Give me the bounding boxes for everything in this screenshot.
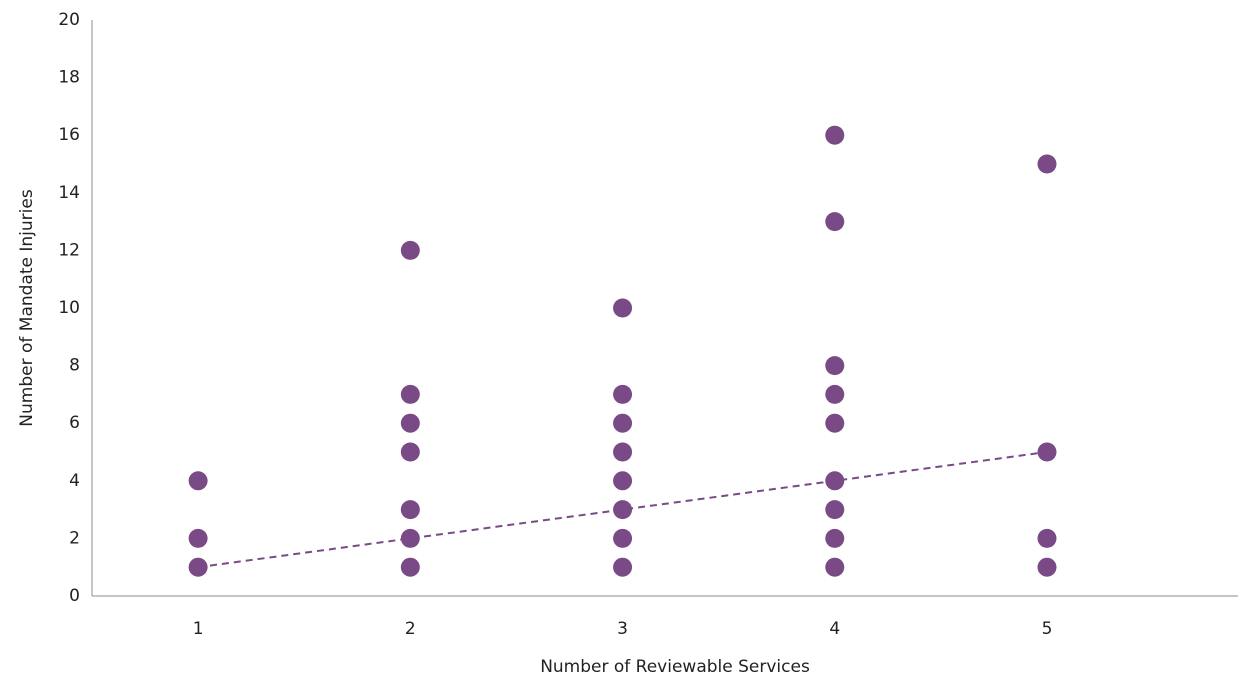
trendline-layer — [197, 451, 1048, 569]
scatter-point — [825, 413, 845, 433]
axes-layer — [91, 20, 1238, 597]
scatter-point — [400, 442, 420, 462]
x-axis-title: Number of Reviewable Services — [540, 657, 810, 676]
scatter-point — [188, 528, 208, 548]
y-tick-label: 0 — [69, 586, 80, 606]
scatter-point — [825, 471, 845, 491]
y-tick-label: 12 — [58, 240, 80, 260]
x-tick-label: 3 — [617, 619, 628, 639]
y-tick-label: 2 — [69, 528, 80, 548]
y-tick-label: 14 — [58, 183, 80, 203]
scatter-point — [825, 125, 845, 145]
x-tick-label: 4 — [829, 619, 840, 639]
scatter-point — [613, 557, 633, 577]
scatter-point — [613, 442, 633, 462]
y-tick-label: 10 — [58, 298, 80, 318]
scatter-point — [1037, 442, 1057, 462]
y-tick-label: 16 — [58, 125, 80, 145]
y-axis-title: Number of Mandate Injuries — [17, 189, 37, 427]
y-tick-label: 20 — [58, 10, 80, 30]
scatter-point — [825, 557, 845, 577]
scatter-point — [613, 471, 633, 491]
scatter-point — [400, 500, 420, 520]
trendline — [197, 451, 1048, 569]
scatter-point — [400, 413, 420, 433]
points-layer — [188, 125, 1057, 577]
x-tick-label: 2 — [405, 619, 416, 639]
y-tick-label: 4 — [69, 471, 80, 491]
x-tick-label: 5 — [1042, 619, 1053, 639]
scatter-point — [1037, 557, 1057, 577]
y-tick-label: 8 — [69, 356, 80, 376]
scatter-point — [1037, 528, 1057, 548]
scatter-point — [613, 528, 633, 548]
scatter-point — [400, 557, 420, 577]
x-tick-label: 1 — [193, 619, 204, 639]
scatter-point — [188, 471, 208, 491]
scatter-point — [613, 384, 633, 404]
y-tick-label: 6 — [69, 413, 80, 433]
scatter-point — [188, 557, 208, 577]
scatter-point — [825, 212, 845, 232]
scatter-point — [400, 384, 420, 404]
y-tick-label: 18 — [58, 68, 80, 88]
scatter-point — [1037, 154, 1057, 174]
scatter-point — [613, 298, 633, 318]
scatter-point — [825, 528, 845, 548]
scatter-point — [825, 356, 845, 376]
scatter-point — [400, 240, 420, 260]
scatter-point — [400, 528, 420, 548]
scatter-point — [825, 500, 845, 520]
scatter-point — [613, 413, 633, 433]
scatter-point — [825, 384, 845, 404]
scatter-point — [613, 500, 633, 520]
